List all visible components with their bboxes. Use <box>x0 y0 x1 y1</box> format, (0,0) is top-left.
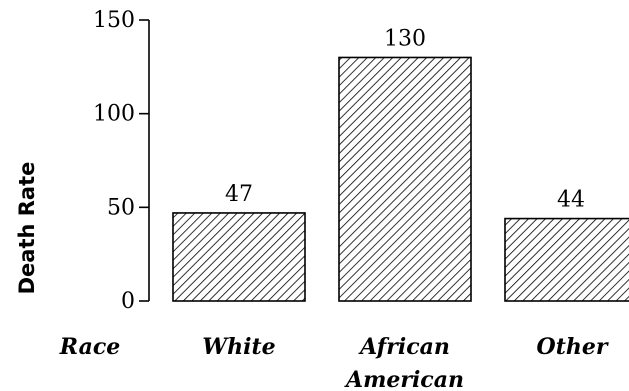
category-label: Other <box>537 334 609 360</box>
y-tick-label: 100 <box>93 102 135 127</box>
bar <box>338 56 472 302</box>
data-labels: 47 130 44 <box>225 26 585 212</box>
y-tick-label: 0 <box>121 289 135 314</box>
y-axis-title: Death Rate <box>15 162 39 295</box>
bar <box>172 212 306 302</box>
data-label: 44 <box>557 188 585 213</box>
y-axis-ticks: 0 50 100 150 <box>93 8 149 314</box>
bars <box>172 56 629 302</box>
y-tick-label: 150 <box>93 8 135 33</box>
data-label: 130 <box>384 26 426 51</box>
y-tick-label: 50 <box>107 195 135 220</box>
category-label: African <box>358 334 450 360</box>
category-labels: White African American Other <box>202 334 608 391</box>
category-label: American <box>344 367 464 391</box>
category-label: White <box>202 334 275 360</box>
data-label: 47 <box>225 182 253 207</box>
x-axis-title: Race <box>59 334 120 360</box>
bar <box>504 217 629 302</box>
